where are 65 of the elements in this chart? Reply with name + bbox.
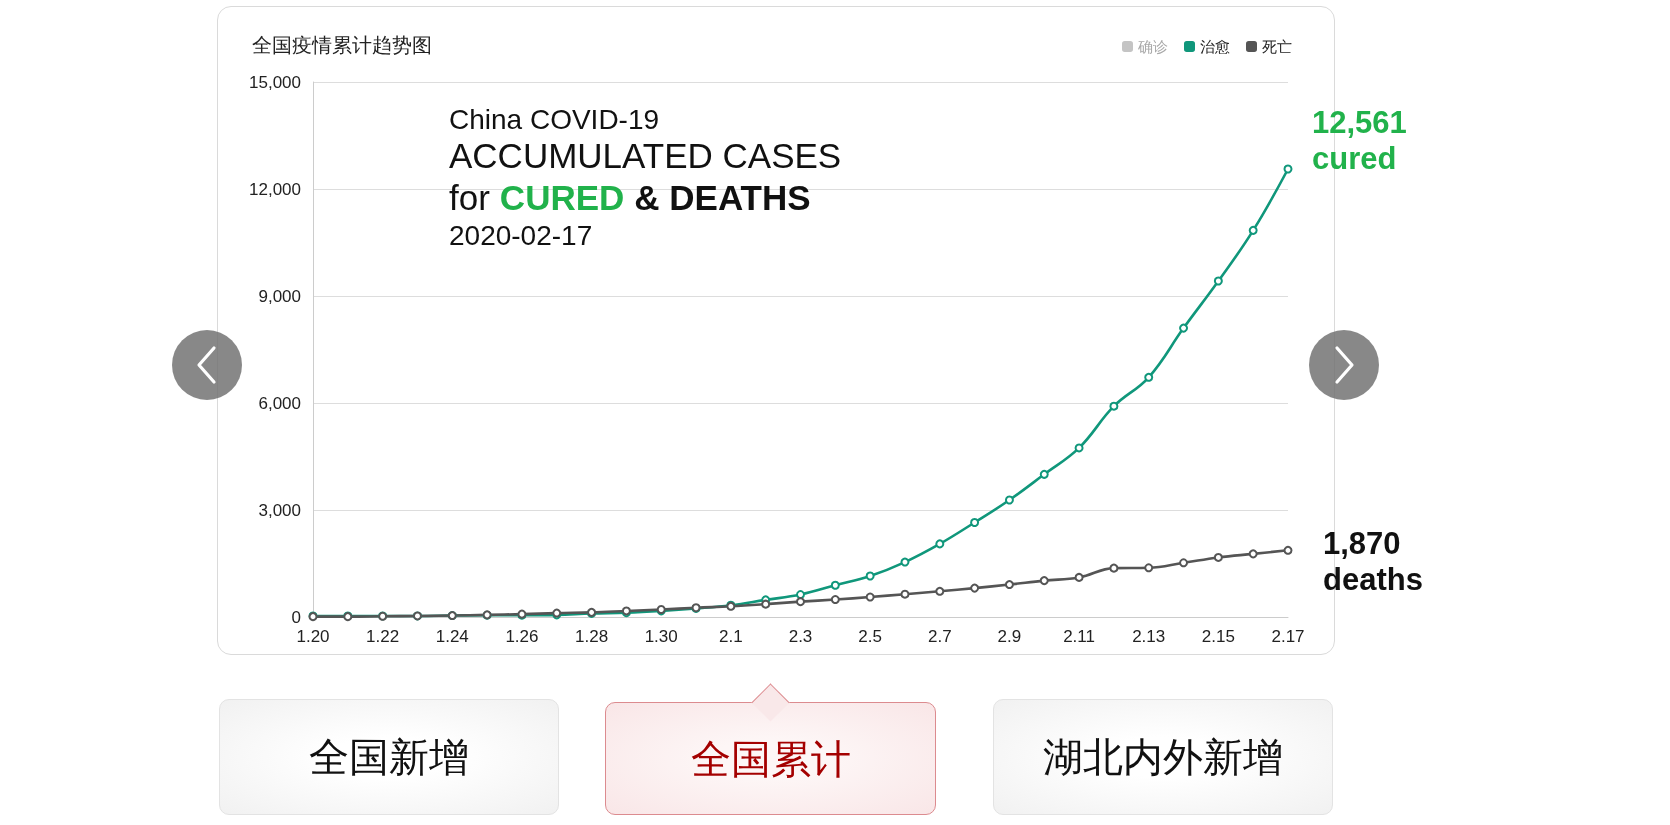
point xyxy=(1283,545,1293,555)
x-tick-label: 2.11 xyxy=(1063,627,1095,646)
x-tick-label: 2.5 xyxy=(858,627,882,646)
point xyxy=(830,595,840,605)
point xyxy=(970,517,980,527)
point xyxy=(935,586,945,596)
point xyxy=(865,571,875,581)
point xyxy=(1179,323,1189,333)
y-tick-label: 9,000 xyxy=(258,286,301,306)
x-tick-label: 1.26 xyxy=(505,627,539,646)
point xyxy=(1213,552,1223,562)
x-tick-label: 2.9 xyxy=(997,627,1022,646)
point xyxy=(796,597,805,607)
y-tick-label: 12,000 xyxy=(249,179,301,199)
point xyxy=(900,589,910,599)
legend-label: 确诊 xyxy=(1137,37,1168,56)
point xyxy=(830,580,840,590)
tab-button: 全国新增 xyxy=(219,699,559,815)
point xyxy=(1074,572,1084,582)
point xyxy=(1283,164,1293,174)
y-tick-label: 6,000 xyxy=(258,393,301,413)
annotation: 2020-02-17 xyxy=(449,219,593,251)
x-tick-label: 2.7 xyxy=(927,627,952,646)
tab-button: 湖北内外新增 xyxy=(993,699,1333,815)
annotation: China COVID-19 xyxy=(449,103,660,135)
x-tick-label: 2.13 xyxy=(1132,627,1166,646)
y-tick-label: 0 xyxy=(291,607,301,627)
point xyxy=(970,583,980,593)
x-tick-label: 1.22 xyxy=(366,627,400,646)
legend-label: 治愈 xyxy=(1200,37,1230,56)
point xyxy=(1109,563,1119,573)
x-tick-label: 2.17 xyxy=(1271,627,1305,646)
point xyxy=(1248,225,1258,235)
point xyxy=(1213,276,1223,286)
point xyxy=(1004,495,1014,505)
x-tick-label: 2.1 xyxy=(719,627,743,646)
y-tick-label: 15,000 xyxy=(249,72,301,92)
point xyxy=(1248,549,1258,559)
x-tick-label: 1.24 xyxy=(435,627,469,646)
annotation: & DEATHS xyxy=(634,178,811,217)
point xyxy=(1004,580,1014,590)
x-tick-label: 1.28 xyxy=(575,627,609,646)
point xyxy=(935,539,945,549)
point xyxy=(1039,469,1049,479)
annotation: CURED xyxy=(499,178,625,217)
point xyxy=(761,599,771,609)
point xyxy=(1144,563,1154,573)
annotation: 1,870 deaths xyxy=(1323,526,1423,599)
point xyxy=(1074,443,1084,453)
point xyxy=(1039,576,1049,586)
x-tick-label: 1.30 xyxy=(644,627,678,646)
x-tick-label: 2.3 xyxy=(788,627,813,646)
legend-label: 死亡 xyxy=(1262,37,1292,56)
point xyxy=(900,557,910,567)
x-tick-label: 2.15 xyxy=(1201,627,1235,646)
point xyxy=(1144,372,1154,382)
annotation: 12,561 cured xyxy=(1312,104,1407,177)
point xyxy=(1179,558,1189,568)
x-tick-label: 1.20 xyxy=(296,627,330,646)
chart-title: 全国疫情累计趋势图 xyxy=(252,33,432,57)
point xyxy=(1109,401,1119,411)
y-tick-label: 3,000 xyxy=(258,500,301,520)
annotation: for xyxy=(449,178,490,217)
annotation: ACCUMULATED CASES xyxy=(449,135,842,175)
point xyxy=(865,592,875,602)
